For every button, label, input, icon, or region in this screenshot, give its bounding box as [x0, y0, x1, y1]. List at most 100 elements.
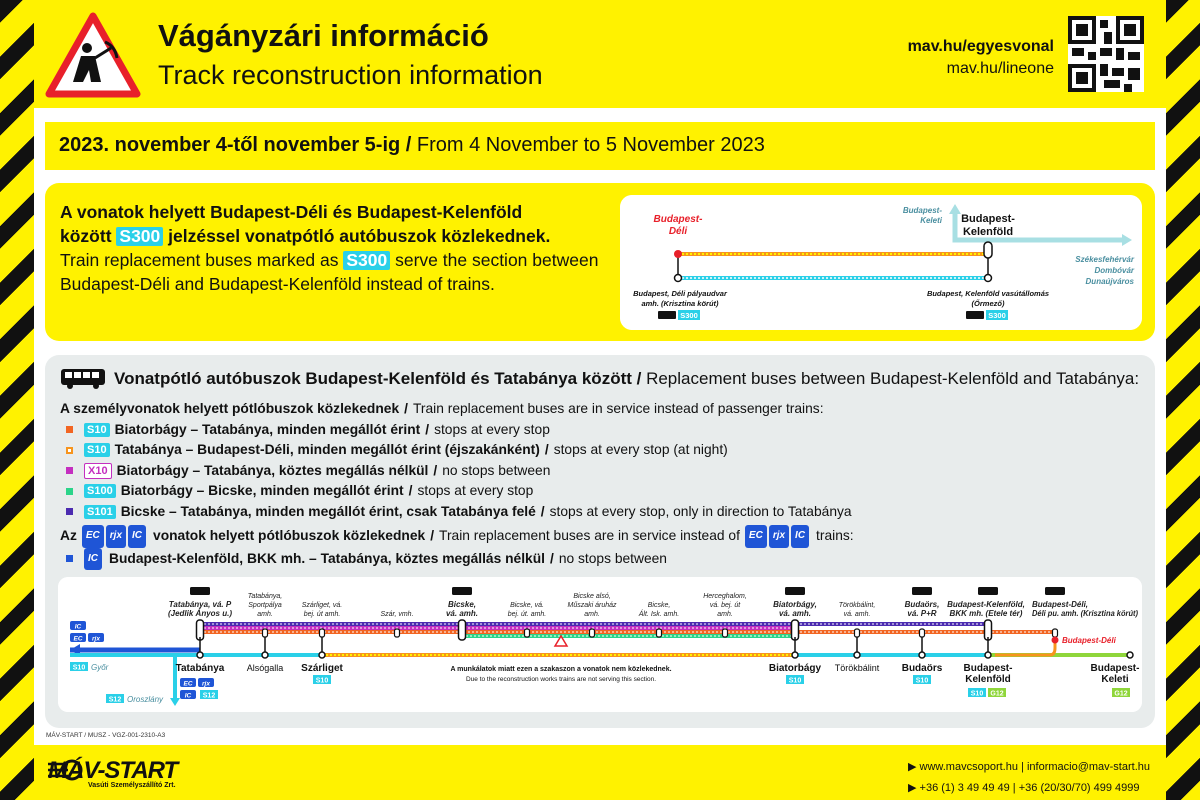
- stop-label: Budapest, Kelenföld vasútállomás: [927, 289, 1049, 298]
- stop-label: amh. (Krisztina körút): [641, 299, 719, 308]
- line-color-marker: [66, 487, 73, 495]
- keleti-label: Budapest-: [903, 206, 942, 215]
- ic-intro-a: Az: [60, 527, 77, 543]
- line-desc-hu: Bicske – Tatabánya, minden megállót érin…: [120, 503, 536, 519]
- s300-badge: S300: [680, 311, 698, 320]
- line-desc-hu: Tatabánya – Budapest-Déli, minden megáll…: [114, 442, 540, 457]
- ic-intro-end: trains:: [816, 527, 854, 543]
- intro-en: Train replacement buses are in service i…: [412, 401, 824, 416]
- station-label: Törökbálint: [835, 663, 880, 673]
- hazard-stripe-left: [0, 0, 34, 800]
- train-type-label: EC: [73, 636, 82, 643]
- stop-label: Ált. Isk. amh.: [638, 609, 680, 618]
- deli-label: Déli: [669, 226, 688, 237]
- line-badge: X10: [84, 462, 112, 479]
- line-color-marker: [66, 467, 73, 475]
- bus-line-list: A személyvonatok helyett pótlóbuszok köz…: [60, 399, 1145, 570]
- rjx-train-icon: rjx: [105, 525, 127, 548]
- mav-start-logo: MÁV-START: [48, 757, 178, 784]
- bus-title-hu: Vonatpótló autóbuszok Budapest-Kelenföld…: [114, 369, 632, 388]
- line-badge: [913, 675, 931, 684]
- contact-info: ▶ www.mavcsoport.hu | informacio@mav-sta…: [908, 761, 1150, 794]
- bus-stop-marker: [318, 628, 326, 638]
- separator: /: [631, 369, 647, 388]
- separator: /: [425, 421, 430, 437]
- bus-stop-marker: [655, 628, 663, 638]
- date-banner: 2023. november 4-től november 5-ig / Fro…: [45, 122, 1155, 170]
- line-badge-label: G12: [990, 691, 1003, 698]
- station-label: Budapest-: [1091, 663, 1140, 674]
- train-type-icon: [88, 633, 104, 642]
- train-type-icon: [180, 678, 196, 687]
- stop-label: vá. P+R: [907, 609, 936, 618]
- separator: /: [404, 401, 408, 416]
- line-desc-hu: Budapest-Kelenföld, BKK mh. – Tatabánya,…: [109, 550, 545, 566]
- bus-stop-marker: [721, 628, 729, 638]
- website-link[interactable]: www.mavcsoport.hu: [919, 761, 1018, 773]
- bus-title-en: Replacement buses between Budapest-Kelen…: [646, 369, 1140, 388]
- line-badge: [313, 675, 331, 684]
- stop-label: vá. amh.: [446, 609, 478, 618]
- line-desc-en: stops at every stop: [434, 421, 550, 437]
- line-badge-label: S10: [916, 678, 929, 685]
- line-desc-hu: Biatorbágy – Tatabánya, minden megállót …: [114, 421, 421, 437]
- info-hu-line2a: között: [60, 226, 117, 246]
- logo-subtitle: Vasúti Személyszállító Zrt.: [88, 782, 176, 789]
- ic-intro-en: Train replacement buses are in service i…: [439, 527, 740, 543]
- stop-label: Budapest-Déli,: [1032, 600, 1088, 609]
- link-en[interactable]: mav.hu/lineone: [946, 60, 1054, 77]
- stop-label: (Őrmező): [972, 299, 1005, 308]
- date-hu: 2023. november 4-től november 5-ig: [59, 134, 401, 156]
- line-badge: [200, 690, 218, 699]
- train-type-label: IC: [75, 624, 82, 631]
- station-marker: [318, 651, 326, 659]
- s300-route-map: Budapest-Déli Budapest-Keleti Székesfehé…: [620, 195, 1142, 330]
- ec-train-icon: EC: [81, 525, 104, 548]
- ic-bus-list: Az EC rjx IC vonatok helyett pótlóbuszok k…: [60, 524, 1145, 570]
- separator: /: [400, 134, 417, 156]
- line-badge-label: G12: [1114, 691, 1127, 698]
- line-badge-label: S12: [203, 693, 216, 700]
- email-link[interactable]: informacio@mav-start.hu: [1026, 761, 1150, 773]
- station-marker: [853, 651, 861, 659]
- station-label: Budaörs: [902, 663, 943, 674]
- separator: /: [544, 442, 549, 457]
- line-badge: [106, 694, 124, 703]
- line-desc-en: no stops between: [558, 550, 667, 566]
- passenger-bus-list: A személyvonatok helyett pótlóbuszok köz…: [60, 399, 1145, 522]
- gyor-label: Győr: [91, 663, 109, 672]
- page-title: Vágányzári információ: [158, 18, 489, 53]
- stop-label: Szár, vmh.: [380, 611, 413, 618]
- stop-label: Törökbálint,: [839, 602, 876, 609]
- train-type-label: rjx: [92, 636, 100, 643]
- stop-label: Bicske,: [648, 602, 671, 609]
- ic-train-icon: IC: [84, 547, 102, 570]
- page-subtitle: Track reconstruction information: [158, 60, 543, 90]
- line-badge: [968, 688, 986, 697]
- intro-hu: A személyvonatok helyett pótlóbuszok köz…: [60, 401, 400, 416]
- link-hu[interactable]: mav.hu/egyesvonal: [907, 38, 1054, 55]
- header-links: mav.hu/egyesvonal mav.hu/lineone: [908, 36, 1054, 80]
- bus-icon: [658, 311, 984, 319]
- line-desc-en: stops at every stop: [417, 483, 534, 498]
- line-badge: [786, 675, 804, 684]
- bus-line-item: X10 Biatorbágy – Tatabánya, köztes megáll…: [60, 461, 1145, 482]
- qr-code-icon[interactable]: [1068, 15, 1144, 93]
- deli-station: [1051, 636, 1059, 644]
- stop-label: Műszaki áruház: [567, 602, 617, 609]
- bus-icon: [1045, 587, 1065, 595]
- bus-line-item: S101 Bicske – Tatabánya, minden megállót …: [60, 502, 1145, 523]
- dest-label: Dombóvár: [1094, 266, 1134, 275]
- line-color-marker: [66, 446, 73, 454]
- line-desc-en: stops at every stop, only in direction t…: [549, 503, 852, 519]
- train-type-label: rjx: [202, 681, 210, 688]
- bus-icon: [785, 587, 805, 595]
- dest-label: Székesfehérvár: [1075, 255, 1135, 264]
- train-type-icon: [198, 678, 214, 687]
- phone-2: +36 (20/30/70) 499 4999: [1018, 782, 1140, 794]
- line-badge-label: S10: [316, 678, 329, 685]
- stop-label: vá. amh.: [844, 611, 871, 618]
- station-label: Szárliget: [301, 663, 343, 674]
- bus-stop-marker: [918, 628, 926, 638]
- station-label: Budapest-: [964, 663, 1013, 674]
